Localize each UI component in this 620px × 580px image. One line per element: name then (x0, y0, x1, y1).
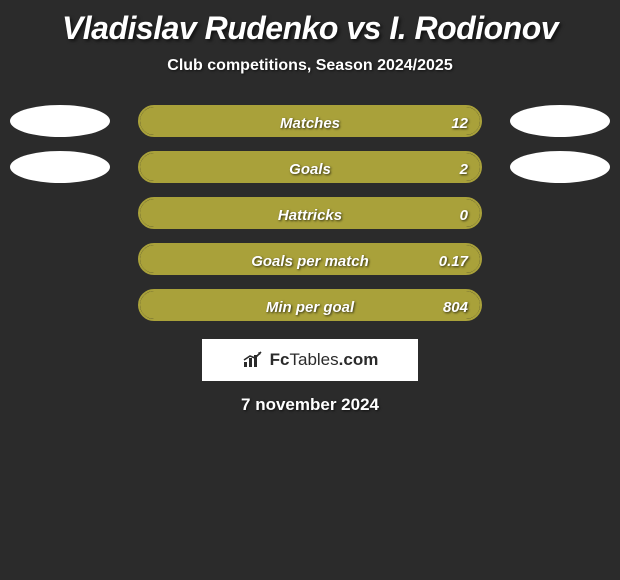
player-right-marker (510, 105, 610, 137)
stat-label: Goals per match (251, 253, 369, 270)
stat-value-right: 804 (443, 299, 468, 316)
stat-bar: Hattricks 0 (138, 197, 482, 229)
stat-bar: Matches 12 (138, 105, 482, 137)
stat-label: Matches (280, 115, 340, 132)
stat-bar: Goals 2 (138, 151, 482, 183)
stat-label: Hattricks (278, 207, 342, 224)
comparison-title: Vladislav Rudenko vs I. Rodionov (0, 10, 620, 47)
stat-value-right: 0 (460, 207, 468, 224)
stat-value-right: 0.17 (439, 253, 468, 270)
fctables-logo[interactable]: FcTables.com (202, 339, 418, 381)
player-right-marker (510, 151, 610, 183)
stat-bar: Min per goal 804 (138, 289, 482, 321)
stat-row: Matches 12 (10, 103, 610, 149)
comparison-subtitle: Club competitions, Season 2024/2025 (0, 57, 620, 75)
stat-value-right: 12 (451, 115, 468, 132)
stat-row: Goals per match 0.17 (10, 241, 610, 287)
stat-row: Goals 2 (10, 149, 610, 195)
stat-value-right: 2 (460, 161, 468, 178)
stat-label: Min per goal (266, 299, 354, 316)
logo-text: FcTables.com (270, 350, 379, 370)
bar-chart-icon (242, 351, 264, 369)
stat-bar: Goals per match 0.17 (138, 243, 482, 275)
stat-row: Hattricks 0 (10, 195, 610, 241)
stat-row: Min per goal 804 (10, 287, 610, 333)
player-left-marker (10, 151, 110, 183)
snapshot-date: 7 november 2024 (0, 395, 620, 415)
player-left-marker (10, 105, 110, 137)
stat-label: Goals (289, 161, 331, 178)
stats-area: Matches 12 Goals 2 Hattricks 0 Goals per match… (0, 103, 620, 333)
